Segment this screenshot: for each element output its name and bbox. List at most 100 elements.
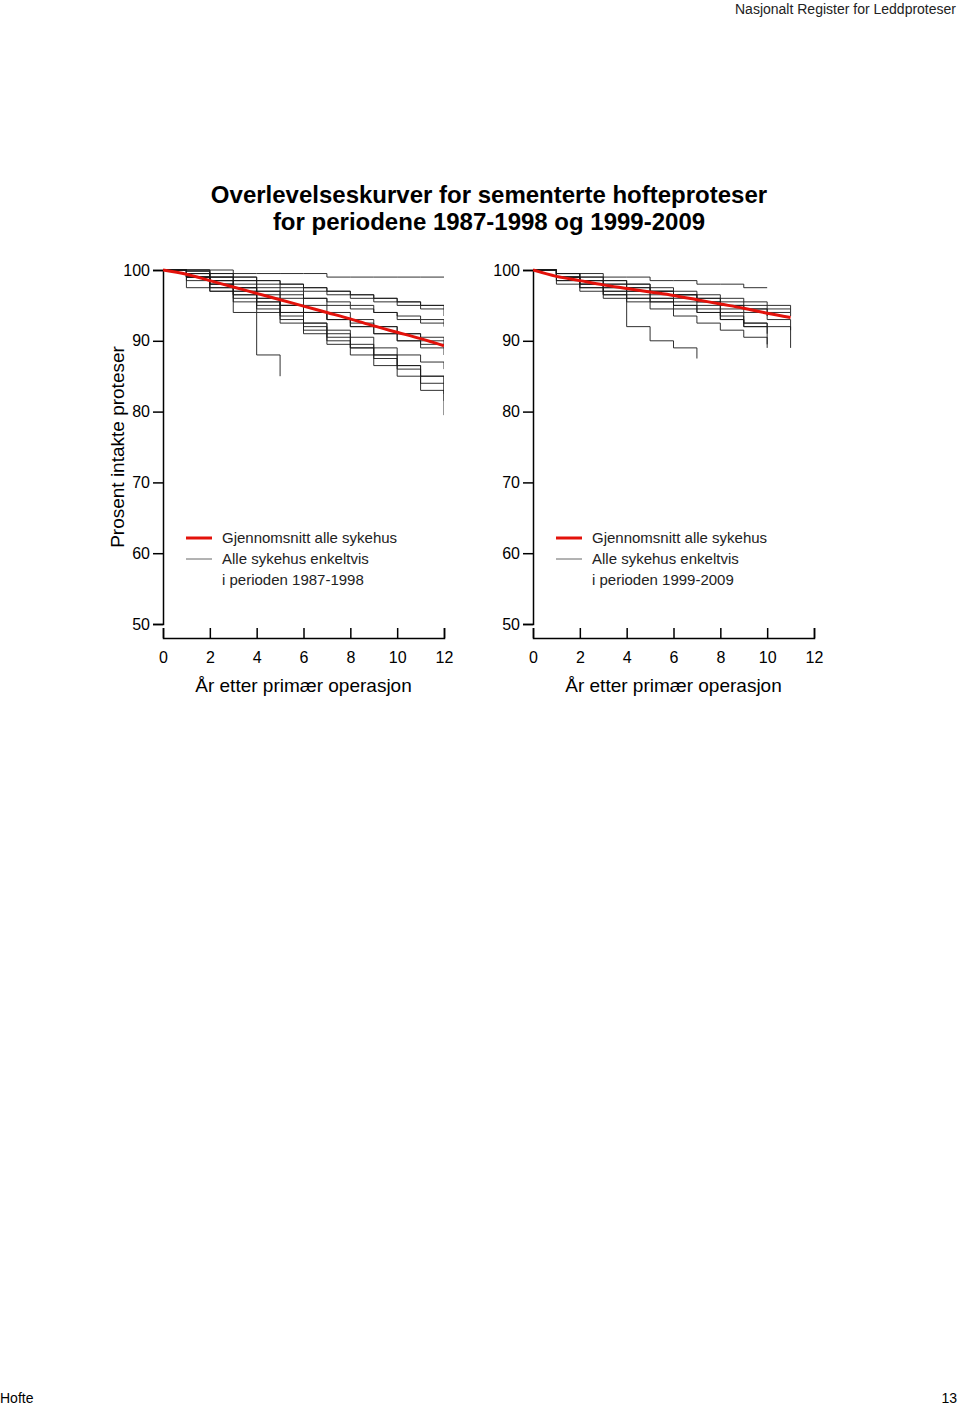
tick-label: 4 [623,649,632,666]
hospital-curve [163,270,444,394]
tick-label: 70 [502,474,520,491]
tick-label: 12 [436,649,454,666]
tick-mark [523,553,533,555]
x-axis-title: År etter primær operasjon [565,675,781,696]
tick-mark [153,553,163,555]
tick-label: 70 [132,474,150,491]
tick-mark [256,628,258,638]
tick: 100 [493,262,533,279]
tick-mark [580,628,582,638]
hospital-curve [533,270,791,348]
tick: 60 [502,545,533,562]
tick: 80 [502,403,533,420]
tick-label: 100 [123,262,150,279]
tick-label: 2 [576,649,585,666]
page-number: 13 [941,1390,957,1406]
tick-mark [153,624,163,626]
tick-label: 90 [502,332,520,349]
page: Nasjonalt Register for LeddproteserOverl… [0,0,960,1407]
average-curve [163,270,444,346]
plot-area [533,270,791,359]
tick: 60 [132,545,163,562]
tick-label: 100 [493,262,520,279]
tick-mark [303,628,305,638]
title: Overlevelseskurver for sementerte hoftep… [211,181,767,208]
tick-mark [163,628,165,638]
tick: 70 [502,474,533,491]
hospital-curve [533,270,791,309]
title: for periodene 1987-1998 og 1999-2009 [273,208,705,235]
tick-mark [153,411,163,413]
tick: 0 [159,628,168,666]
tick-mark [626,628,628,638]
tick: 50 [132,616,163,633]
tick: 10 [389,628,407,666]
tick: 50 [502,616,533,633]
plot-area [163,270,444,415]
legend-label: Alle sykehus enkeltvis [592,550,739,567]
footer: Hofte [0,1390,34,1406]
legend-note: i perioden 1999-2009 [592,571,734,588]
tick-label: 90 [132,332,150,349]
tick: 6 [670,628,679,666]
hospital-curve [163,270,444,401]
tick-label: 60 [132,545,150,562]
tick: 6 [300,628,309,666]
tick: 4 [253,628,262,666]
axis-line [153,271,164,625]
tick-label: 8 [716,649,725,666]
tick-mark [153,482,163,484]
tick-label: 12 [806,649,824,666]
tick-mark [673,628,675,638]
tick: 8 [346,628,355,666]
y-axis-title: Prosent intakte proteser [107,345,128,547]
tick: 80 [132,403,163,420]
tick: 10 [759,628,777,666]
tick-label: 80 [502,403,520,420]
tick-label: 6 [300,649,309,666]
x-axis: 0 2 4 6 8 10 12 [529,628,823,666]
tick: 90 [502,332,533,349]
legend-label: Gjennomsnitt alle sykehus [222,529,397,546]
tick: 0 [529,628,538,666]
tick-label: 50 [132,616,150,633]
tick-mark [210,628,212,638]
tick-mark [523,341,533,343]
tick-label: 10 [389,649,407,666]
hospital-curve [533,270,697,359]
tick: 2 [206,628,215,666]
legend-symbol [186,537,212,540]
x-axis-title: År etter primær operasjon [195,675,411,696]
tick-mark [720,628,722,638]
tick-mark [523,482,533,484]
legend-symbol [186,559,212,560]
hospital-curve [163,270,444,415]
hospital-curve [533,270,791,330]
tick-label: 4 [253,649,262,666]
legend-note: i perioden 1987-1998 [222,571,364,588]
tick-label: 2 [206,649,215,666]
tick: 70 [132,474,163,491]
tick-mark [533,628,535,638]
chart: 50 60 70 80 90 100 0 2 4 6 8 10 12 År etter primær op… [493,262,823,696]
legend-symbol [556,559,582,560]
tick-label: 80 [132,403,150,420]
tick-mark [523,270,533,272]
legend-label: Gjennomsnitt alle sykehus [592,529,767,546]
tick: 12 [436,628,454,666]
tick: 90 [132,332,163,349]
tick-mark [814,628,816,638]
tick-label: 60 [502,545,520,562]
legend-label: Alle sykehus enkeltvis [222,550,369,567]
average-curve [533,270,791,317]
tick-mark [350,628,352,638]
hospital-curve [163,270,280,376]
tick-label: 0 [159,649,168,666]
tick-mark [397,628,399,638]
tick: 2 [576,628,585,666]
x-axis: 0 2 4 6 8 10 12 [159,628,453,666]
tick: 100 [123,262,163,279]
tick-label: 6 [670,649,679,666]
tick-label: 10 [759,649,777,666]
tick-label: 0 [529,649,538,666]
